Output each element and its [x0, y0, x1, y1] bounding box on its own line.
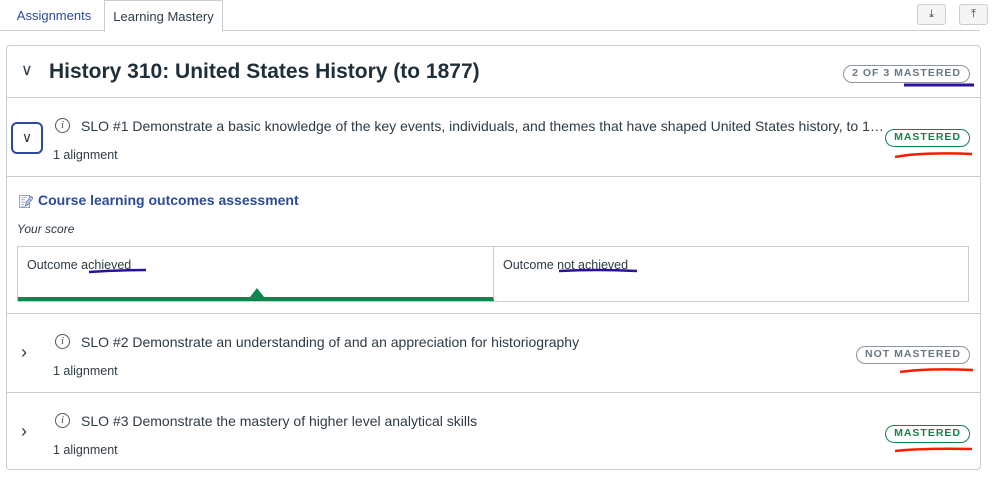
annotation-underline: [894, 152, 973, 159]
course-outcomes-card: ∨ History 310: United States History (to…: [6, 45, 981, 470]
info-icon[interactable]: i: [55, 334, 70, 349]
annotation-underline: [899, 368, 974, 374]
mastery-count-badge: 2 OF 3 MASTERED: [843, 65, 970, 83]
assessment-panel: 📝︎ Course learning outcomes assessment Y…: [7, 177, 980, 314]
import-button[interactable]: ⤒: [959, 4, 988, 25]
tab-assignments[interactable]: Assignments: [16, 8, 92, 23]
export-button[interactable]: ⤓: [917, 4, 946, 25]
course-title: History 310: United States History (to 1…: [49, 60, 480, 83]
tab-bar: Assignments Learning Mastery: [0, 0, 980, 32]
rating-achieved: Outcome achieved: [18, 247, 494, 301]
course-header[interactable]: ∨ History 310: United States History (to…: [7, 46, 980, 98]
score-label: Your score: [17, 222, 75, 236]
status-badge: MASTERED: [885, 129, 970, 147]
rating-label: Outcome not achieved: [503, 258, 629, 272]
assignment-icon: 📝︎: [18, 194, 35, 209]
download-icon: ⤓: [929, 8, 934, 20]
chevron-right-icon[interactable]: ›: [21, 342, 27, 362]
info-icon[interactable]: i: [55, 413, 70, 428]
outcome-row: › i SLO #3 Demonstrate the mastery of hi…: [7, 393, 980, 471]
upload-icon: ⤒: [971, 8, 976, 20]
outcome-title: SLO #2 Demonstrate an understanding of a…: [81, 334, 580, 350]
chevron-down-icon[interactable]: ∨: [21, 62, 33, 79]
alignment-count: 1 alignment: [53, 443, 118, 457]
chevron-down-icon: ∨: [21, 129, 33, 145]
alignment-count: 1 alignment: [53, 364, 118, 378]
rating-scale: Outcome achieved Outcome not achieved: [17, 246, 969, 302]
chevron-right-icon[interactable]: ›: [21, 421, 27, 441]
outcome-row: › i SLO #2 Demonstrate an understanding …: [7, 314, 980, 393]
annotation-underline: [894, 447, 973, 453]
selected-marker: [250, 288, 264, 297]
status-badge: MASTERED: [885, 425, 970, 443]
outcome-title: SLO #3 Demonstrate the mastery of higher…: [81, 413, 478, 429]
assessment-link[interactable]: Course learning outcomes assessment: [38, 192, 299, 208]
collapse-outcome-button[interactable]: ∨: [11, 122, 43, 154]
status-badge: NOT MASTERED: [856, 346, 970, 364]
tab-learning-mastery[interactable]: Learning Mastery: [104, 0, 223, 32]
outcome-row: ∨ i SLO #1 Demonstrate a basic knowledge…: [7, 98, 980, 177]
info-icon[interactable]: i: [55, 118, 70, 133]
outcome-title: SLO #1 Demonstrate a basic knowledge of …: [81, 118, 886, 134]
rating-label: Outcome achieved: [27, 258, 132, 272]
alignment-count: 1 alignment: [53, 148, 118, 162]
rating-not-achieved: Outcome not achieved: [494, 247, 968, 301]
